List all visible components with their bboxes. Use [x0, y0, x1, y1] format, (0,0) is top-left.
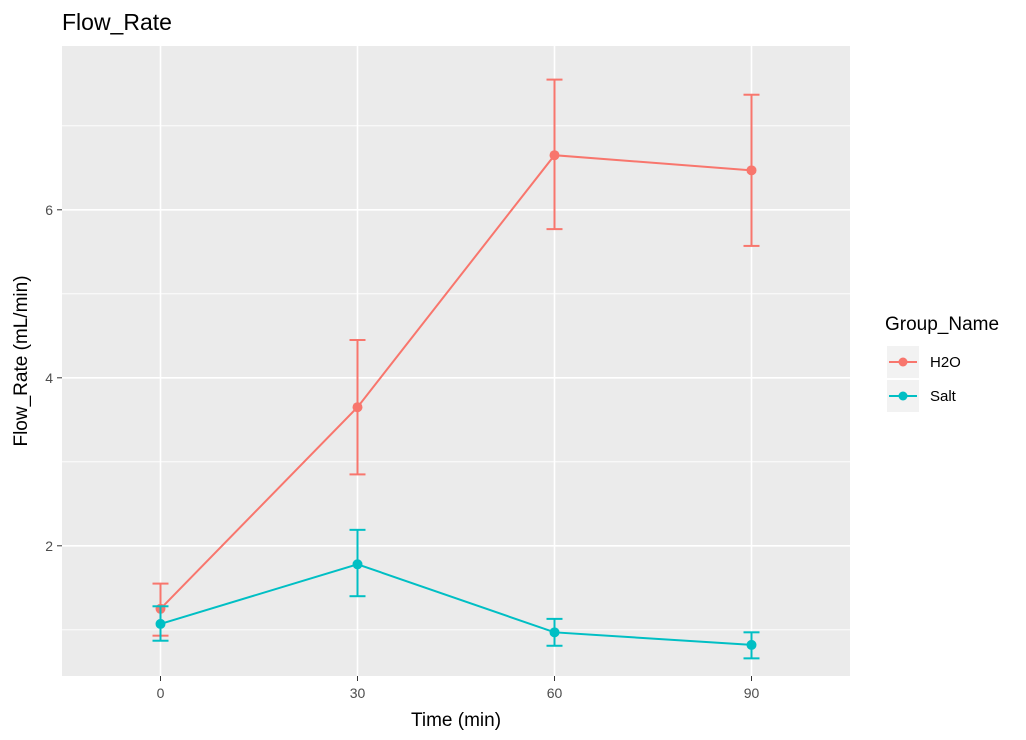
data-point [746, 165, 757, 176]
legend-label: H2O [930, 354, 961, 371]
y-axis-title: Flow_Rate (mL/min) [11, 275, 32, 446]
legend-key-point [898, 391, 908, 401]
data-point [352, 402, 363, 413]
legend-key-point [898, 357, 908, 367]
series-layer [152, 78, 760, 660]
x-tick-label: 60 [547, 685, 563, 701]
series-line [160, 563, 752, 646]
y-tick-label: 2 [45, 538, 53, 554]
legend: Group_Name H2O Salt [885, 314, 999, 412]
x-tick-label: 30 [350, 685, 366, 701]
series-salt [152, 528, 760, 660]
legend-items: H2O Salt [887, 346, 961, 412]
data-point [352, 559, 363, 570]
legend-item-h2o: H2O [887, 346, 961, 378]
y-tick-label: 4 [45, 370, 53, 386]
x-tick-label: 0 [157, 685, 165, 701]
x-tick-label: 90 [744, 685, 760, 701]
x-axis-title: Time (min) [411, 710, 501, 731]
series-line [159, 154, 752, 610]
legend-label: Salt [930, 388, 957, 405]
y-tick-label: 6 [45, 202, 53, 218]
data-point [746, 639, 757, 650]
legend-item-salt: Salt [887, 380, 957, 412]
data-point [549, 150, 560, 161]
data-point [155, 618, 166, 629]
axis-ticks [57, 209, 752, 681]
chart-title: Flow_Rate [62, 9, 172, 35]
minor-gridlines [62, 125, 850, 631]
data-point [549, 627, 560, 638]
legend-title: Group_Name [885, 314, 999, 335]
plot-panel [62, 46, 850, 676]
